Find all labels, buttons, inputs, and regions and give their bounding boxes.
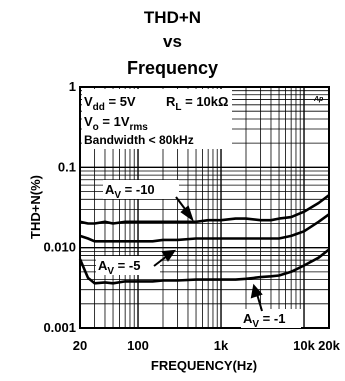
- condition-bandwidth: Bandwidth < 80kHz: [84, 133, 194, 147]
- tick-labels: 20 100 1k 10k 20k 1 0.1 0.010 0.001: [43, 79, 340, 353]
- x-axis-label: FREQUENCY(Hz): [151, 358, 257, 373]
- chart-title-line-2: vs: [163, 32, 182, 51]
- condition-vdd: Vdd = 5V: [84, 94, 136, 113]
- y-tick-label: 0.010: [43, 240, 76, 255]
- condition-rl: RL = 10kΩ: [166, 94, 228, 113]
- series-label-av-1: AV = -1: [243, 311, 285, 330]
- plot-frame: [79, 86, 330, 329]
- label-bg-av-5: [96, 256, 160, 275]
- arrow-av-1-head: [250, 283, 263, 299]
- series-label-av-10: AV = -10: [105, 182, 155, 201]
- arrow-av-5-head: [161, 249, 176, 262]
- arrow-av-10-head: [180, 205, 194, 222]
- label-bg-av-1: [241, 309, 301, 328]
- arrow-av-1-line: [256, 293, 263, 312]
- y-tick-label: 1: [69, 79, 76, 94]
- label-bg-av-10: [103, 180, 179, 199]
- x-tick-label: 1k: [214, 338, 229, 353]
- label-arrows: [153, 196, 263, 312]
- watermark-ap: Ap: [313, 96, 324, 103]
- y-axis-label: THD+N(%): [28, 175, 43, 239]
- y-tick-label: 0.1: [58, 159, 76, 174]
- data-series: [78, 194, 330, 285]
- arrow-av-5-line: [153, 255, 168, 267]
- x-tick-label: 20k: [318, 338, 340, 353]
- x-tick-label: 100: [127, 338, 149, 353]
- series-line-1: [79, 194, 330, 225]
- x-tick-label: 20: [73, 338, 87, 353]
- chart-title-line-3: Frequency: [126, 58, 219, 78]
- series-line-3: [78, 248, 330, 285]
- y-tick-label: 0.001: [43, 320, 76, 335]
- condition-vo: Vo = 1Vrms: [84, 114, 148, 133]
- x-tick-label: 10k: [293, 338, 315, 353]
- series-line-2: [79, 213, 330, 243]
- conditions-box: [82, 89, 232, 149]
- chart-title-line-1: THD+N: [143, 8, 202, 27]
- series-label-av-5: AV = -5: [98, 258, 140, 277]
